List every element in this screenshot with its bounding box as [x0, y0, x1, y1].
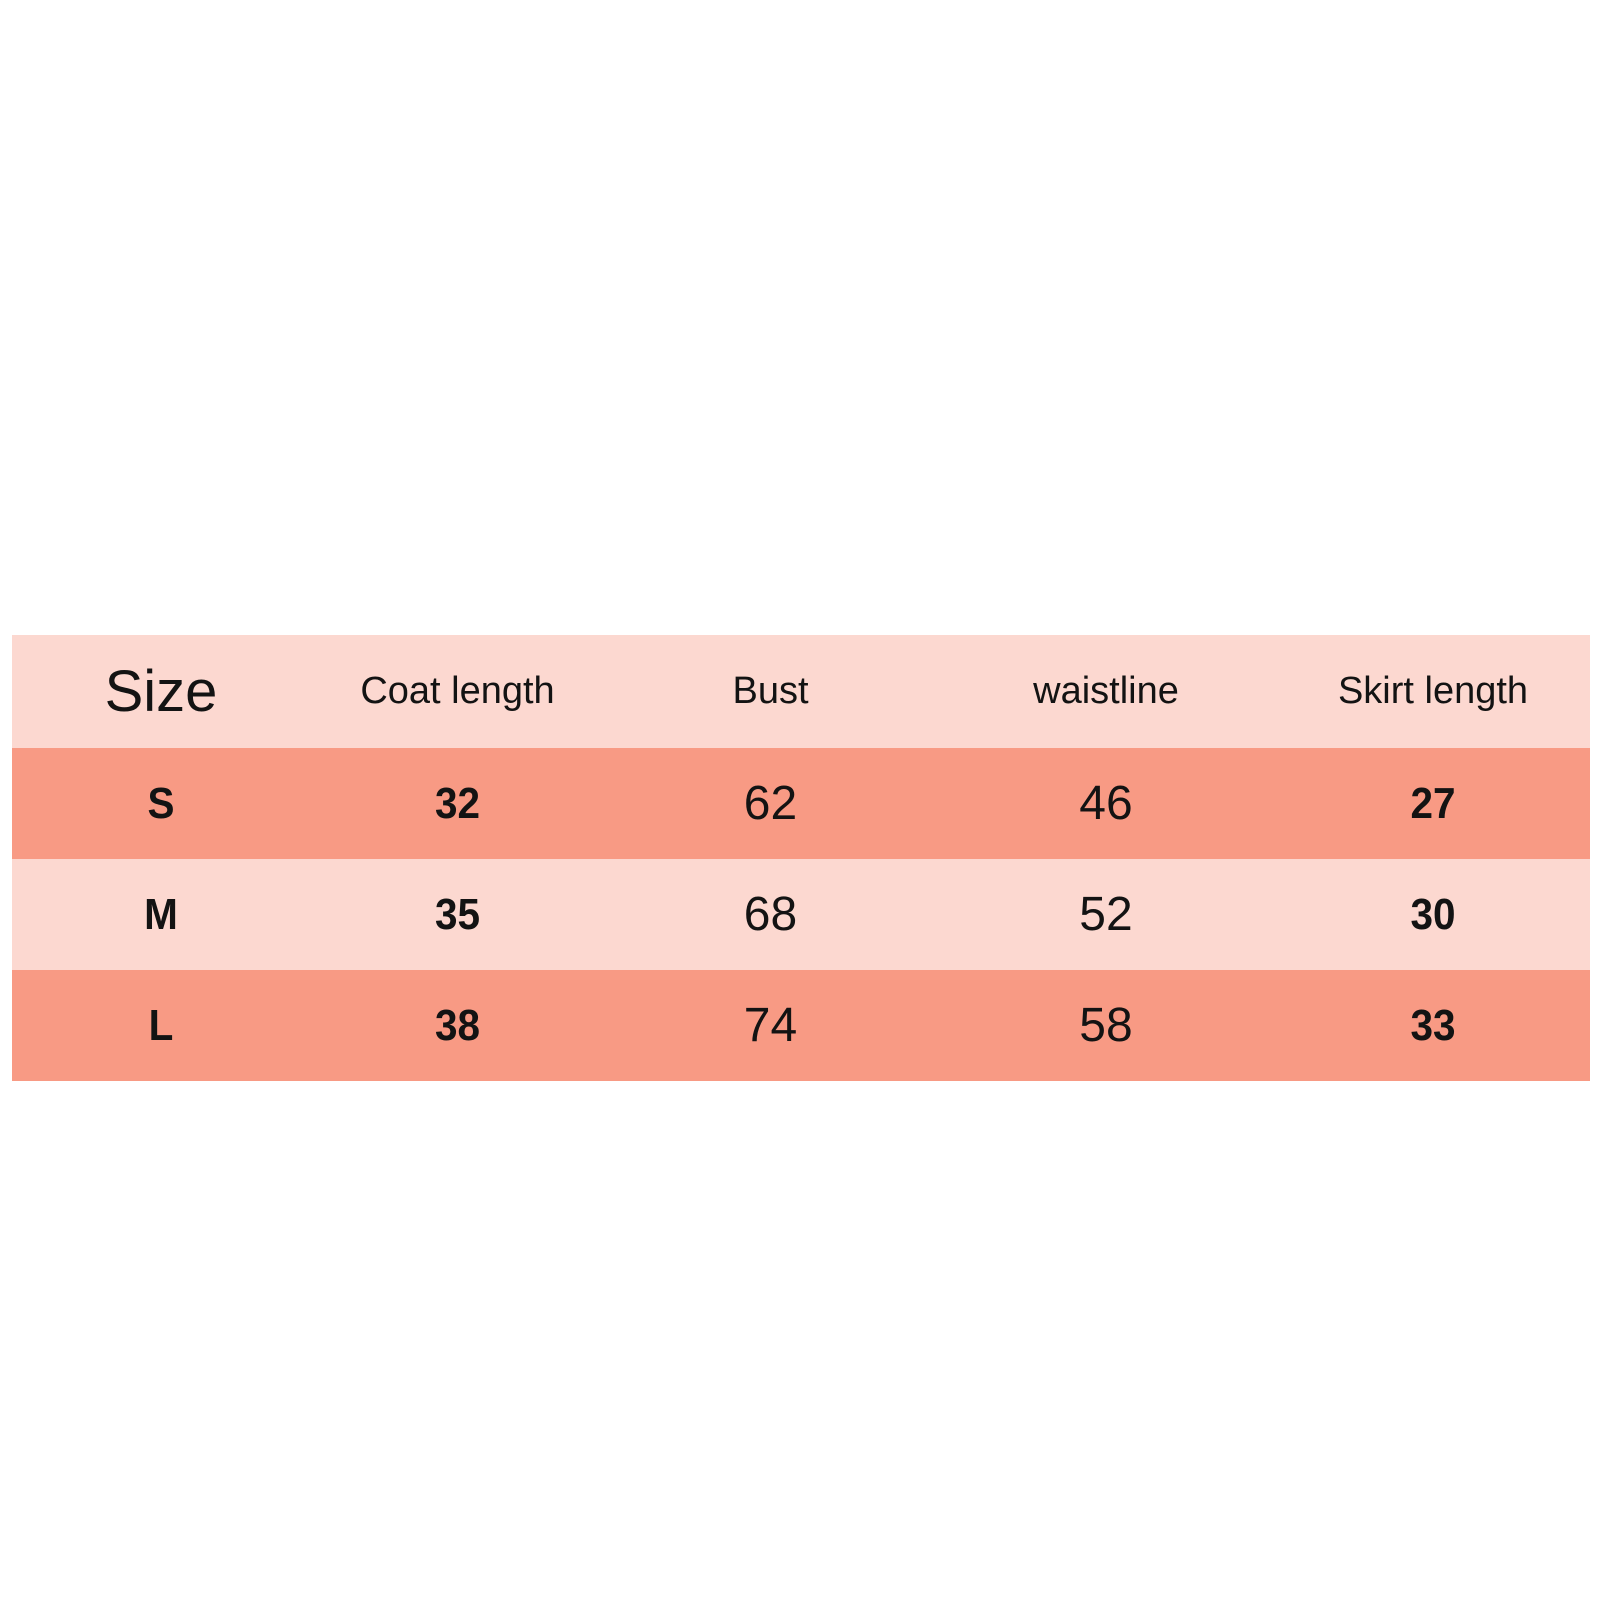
cell-size: L	[148, 1000, 174, 1050]
cell-waistline: 52	[1079, 888, 1133, 941]
cell-waistline: 46	[1079, 777, 1133, 830]
table-header-row: Size Coat length Bust waistline Skirt le…	[12, 635, 1590, 748]
column-header-coat-length: Coat length	[360, 670, 555, 712]
cell-size: M	[144, 889, 178, 939]
column-header-size: Size	[104, 659, 218, 724]
cell-coat-length: 35	[434, 889, 481, 939]
cell-bust: 68	[743, 888, 798, 941]
table-row-l: L 38 74 58 33	[12, 970, 1590, 1081]
cell-bust: 62	[743, 777, 798, 830]
column-header-bust: Bust	[732, 670, 809, 712]
cell-waistline: 58	[1079, 999, 1133, 1052]
cell-skirt-length: 33	[1410, 1000, 1456, 1050]
cell-skirt-length: 27	[1410, 778, 1456, 828]
size-chart-table: Size Coat length Bust waistline Skirt le…	[12, 635, 1590, 1081]
cell-coat-length: 32	[434, 778, 481, 828]
cell-bust: 74	[743, 999, 798, 1052]
cell-coat-length: 38	[434, 1000, 481, 1050]
column-header-waistline: waistline	[1033, 670, 1179, 712]
column-header-skirt-length: Skirt length	[1337, 670, 1529, 712]
table-row-m: M 35 68 52 30	[12, 859, 1590, 970]
table-row-s: S 32 62 46 27	[12, 748, 1590, 859]
cell-skirt-length: 30	[1410, 889, 1456, 939]
cell-size: S	[147, 778, 175, 828]
